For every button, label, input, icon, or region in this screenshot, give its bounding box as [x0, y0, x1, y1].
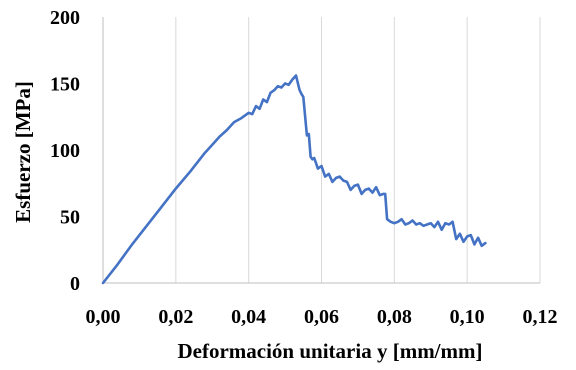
x-axis-title: Deformación unitaria y [mm/mm] [177, 339, 482, 363]
x-tick-label: 0,04 [231, 306, 266, 328]
x-tick-label: 0,02 [158, 306, 193, 328]
x-tick-label: 0,00 [86, 306, 121, 328]
x-tick-label: 0,08 [377, 306, 412, 328]
x-tick-label: 0,10 [450, 306, 485, 328]
y-tick-label: 0 [70, 273, 80, 295]
stress-strain-series-line [103, 76, 485, 284]
x-tick-label: 0,06 [304, 306, 339, 328]
y-tick-label: 200 [50, 7, 80, 29]
x-tick-label: 0,12 [523, 306, 558, 328]
y-axis-title: Esfuerzo [MPa] [11, 81, 35, 223]
series-layer [103, 76, 485, 284]
y-tick-label: 150 [50, 74, 80, 96]
tick-label-layer: 0,00 0,02 0,04 0,06 0,08 0,10 0,12 0 50 100 150 200 [50, 7, 558, 328]
y-tick-label: 100 [50, 140, 80, 162]
y-tick-label: 50 [60, 207, 80, 229]
